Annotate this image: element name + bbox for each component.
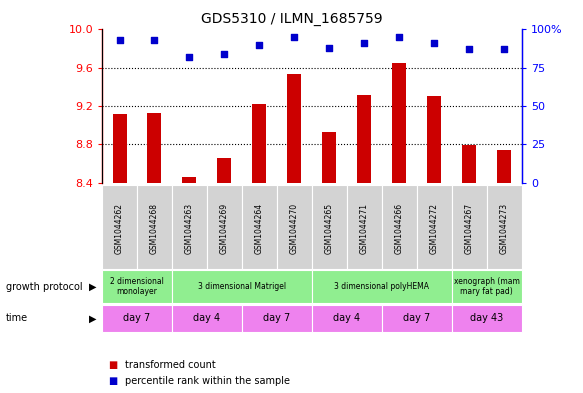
Bar xyxy=(497,150,511,183)
Bar xyxy=(287,75,301,183)
Bar xyxy=(113,114,127,183)
Bar xyxy=(242,305,312,332)
Point xyxy=(115,37,124,43)
Text: ■: ■ xyxy=(108,376,117,386)
Bar xyxy=(417,185,452,269)
Text: transformed count: transformed count xyxy=(125,360,216,371)
Point xyxy=(430,40,439,46)
Text: 3 dimensional Matrigel: 3 dimensional Matrigel xyxy=(198,282,286,291)
Bar xyxy=(312,185,347,269)
Text: xenograph (mam
mary fat pad): xenograph (mam mary fat pad) xyxy=(454,277,519,296)
Bar xyxy=(172,185,207,269)
Bar xyxy=(347,185,382,269)
Bar xyxy=(277,185,312,269)
Text: GSM1044270: GSM1044270 xyxy=(290,203,299,254)
Text: 3 dimensional polyHEMA: 3 dimensional polyHEMA xyxy=(335,282,429,291)
Point xyxy=(325,45,334,51)
Text: day 4: day 4 xyxy=(333,313,360,323)
Bar xyxy=(137,185,172,269)
Text: GSM1044268: GSM1044268 xyxy=(150,203,159,254)
Point xyxy=(220,51,229,57)
Text: GSM1044263: GSM1044263 xyxy=(185,203,194,254)
Bar xyxy=(382,185,417,269)
Point xyxy=(290,34,299,40)
Bar xyxy=(172,270,312,303)
Text: GSM1044269: GSM1044269 xyxy=(220,203,229,254)
Text: GSM1044272: GSM1044272 xyxy=(430,203,439,254)
Text: growth protocol: growth protocol xyxy=(6,282,82,292)
Text: GSM1044271: GSM1044271 xyxy=(360,203,369,254)
Bar xyxy=(357,95,371,183)
Text: GDS5310 / ILMN_1685759: GDS5310 / ILMN_1685759 xyxy=(201,12,382,26)
Bar xyxy=(452,305,522,332)
Text: ▶: ▶ xyxy=(89,313,96,323)
Text: GSM1044265: GSM1044265 xyxy=(325,203,334,254)
Bar xyxy=(382,305,452,332)
Text: day 43: day 43 xyxy=(470,313,504,323)
Bar xyxy=(452,270,522,303)
Text: GSM1044262: GSM1044262 xyxy=(115,203,124,254)
Point xyxy=(360,40,369,46)
Text: 2 dimensional
monolayer: 2 dimensional monolayer xyxy=(110,277,164,296)
Text: day 7: day 7 xyxy=(403,313,430,323)
Point xyxy=(185,54,194,60)
Point xyxy=(465,46,474,53)
Text: ▶: ▶ xyxy=(89,282,96,292)
Text: GSM1044267: GSM1044267 xyxy=(465,203,474,254)
Text: ■: ■ xyxy=(108,360,117,371)
Bar xyxy=(217,158,231,183)
Bar xyxy=(452,185,487,269)
Text: percentile rank within the sample: percentile rank within the sample xyxy=(125,376,290,386)
Text: GSM1044266: GSM1044266 xyxy=(395,203,404,254)
Bar xyxy=(252,104,266,183)
Text: day 7: day 7 xyxy=(264,313,290,323)
Point xyxy=(500,46,509,53)
Bar xyxy=(242,185,277,269)
Bar xyxy=(102,185,137,269)
Text: day 7: day 7 xyxy=(124,313,150,323)
Bar xyxy=(102,270,172,303)
Point xyxy=(150,37,159,43)
Point xyxy=(255,42,264,48)
Bar xyxy=(147,113,161,183)
Bar xyxy=(487,185,522,269)
Bar xyxy=(462,145,476,183)
Point xyxy=(395,34,404,40)
Bar xyxy=(182,177,196,183)
Bar xyxy=(102,305,172,332)
Bar xyxy=(172,305,242,332)
Bar xyxy=(207,185,242,269)
Text: time: time xyxy=(6,313,28,323)
Bar xyxy=(392,63,406,183)
Text: GSM1044264: GSM1044264 xyxy=(255,203,264,254)
Text: day 4: day 4 xyxy=(194,313,220,323)
Text: GSM1044273: GSM1044273 xyxy=(500,203,509,254)
Bar xyxy=(322,132,336,183)
Bar xyxy=(312,270,452,303)
Bar xyxy=(427,95,441,183)
Bar xyxy=(312,305,382,332)
